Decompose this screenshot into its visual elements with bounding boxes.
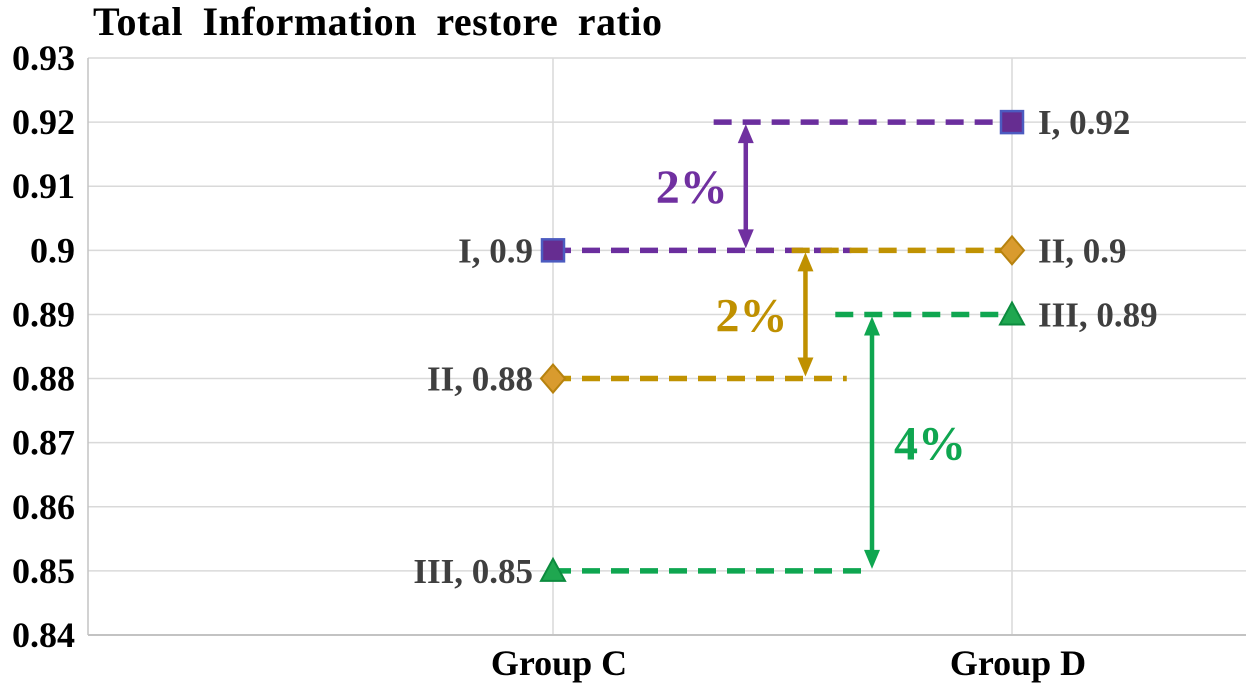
data-label: I, 0.92 [1038, 103, 1130, 142]
y-tick-label: 0.88 [12, 359, 75, 399]
marker-square [999, 109, 1025, 135]
y-tick-label: 0.92 [12, 102, 75, 142]
arrowhead-up [864, 316, 881, 336]
marker-triangle [998, 300, 1026, 326]
arrowhead-down [737, 229, 754, 249]
y-tick-label: 0.89 [12, 294, 75, 334]
arrowhead-up [797, 252, 814, 272]
data-label: II, 0.88 [427, 360, 533, 399]
diff-percent-label: 2% [656, 161, 728, 214]
y-tick-label: 0.85 [12, 551, 75, 591]
data-label: III, 0.89 [1038, 295, 1158, 334]
marker-square [540, 238, 566, 263]
x-category-label: Group C [491, 643, 627, 683]
y-tick-label: 0.9 [30, 230, 75, 270]
y-tick-label: 0.86 [12, 487, 75, 527]
data-label: III, 0.85 [413, 552, 533, 591]
y-tick-label: 0.84 [12, 615, 75, 655]
chart-title: Total Information restore ratio [93, 0, 663, 44]
marker-diamond [539, 363, 567, 395]
x-category-label: Group D [950, 643, 1086, 683]
arrowhead-up [737, 124, 754, 144]
diff-percent-label: 4% [894, 418, 966, 471]
y-tick-label: 0.91 [12, 166, 75, 206]
marker-triangle [539, 556, 567, 582]
marker-diamond [998, 234, 1026, 266]
y-tick-label: 0.87 [12, 423, 75, 463]
data-label: II, 0.9 [1038, 231, 1127, 270]
arrowhead-down [864, 549, 881, 569]
y-tick-label: 0.93 [12, 38, 75, 78]
diff-percent-label: 2% [715, 289, 787, 342]
arrowhead-down [797, 357, 814, 377]
data-label: I, 0.9 [458, 231, 533, 270]
